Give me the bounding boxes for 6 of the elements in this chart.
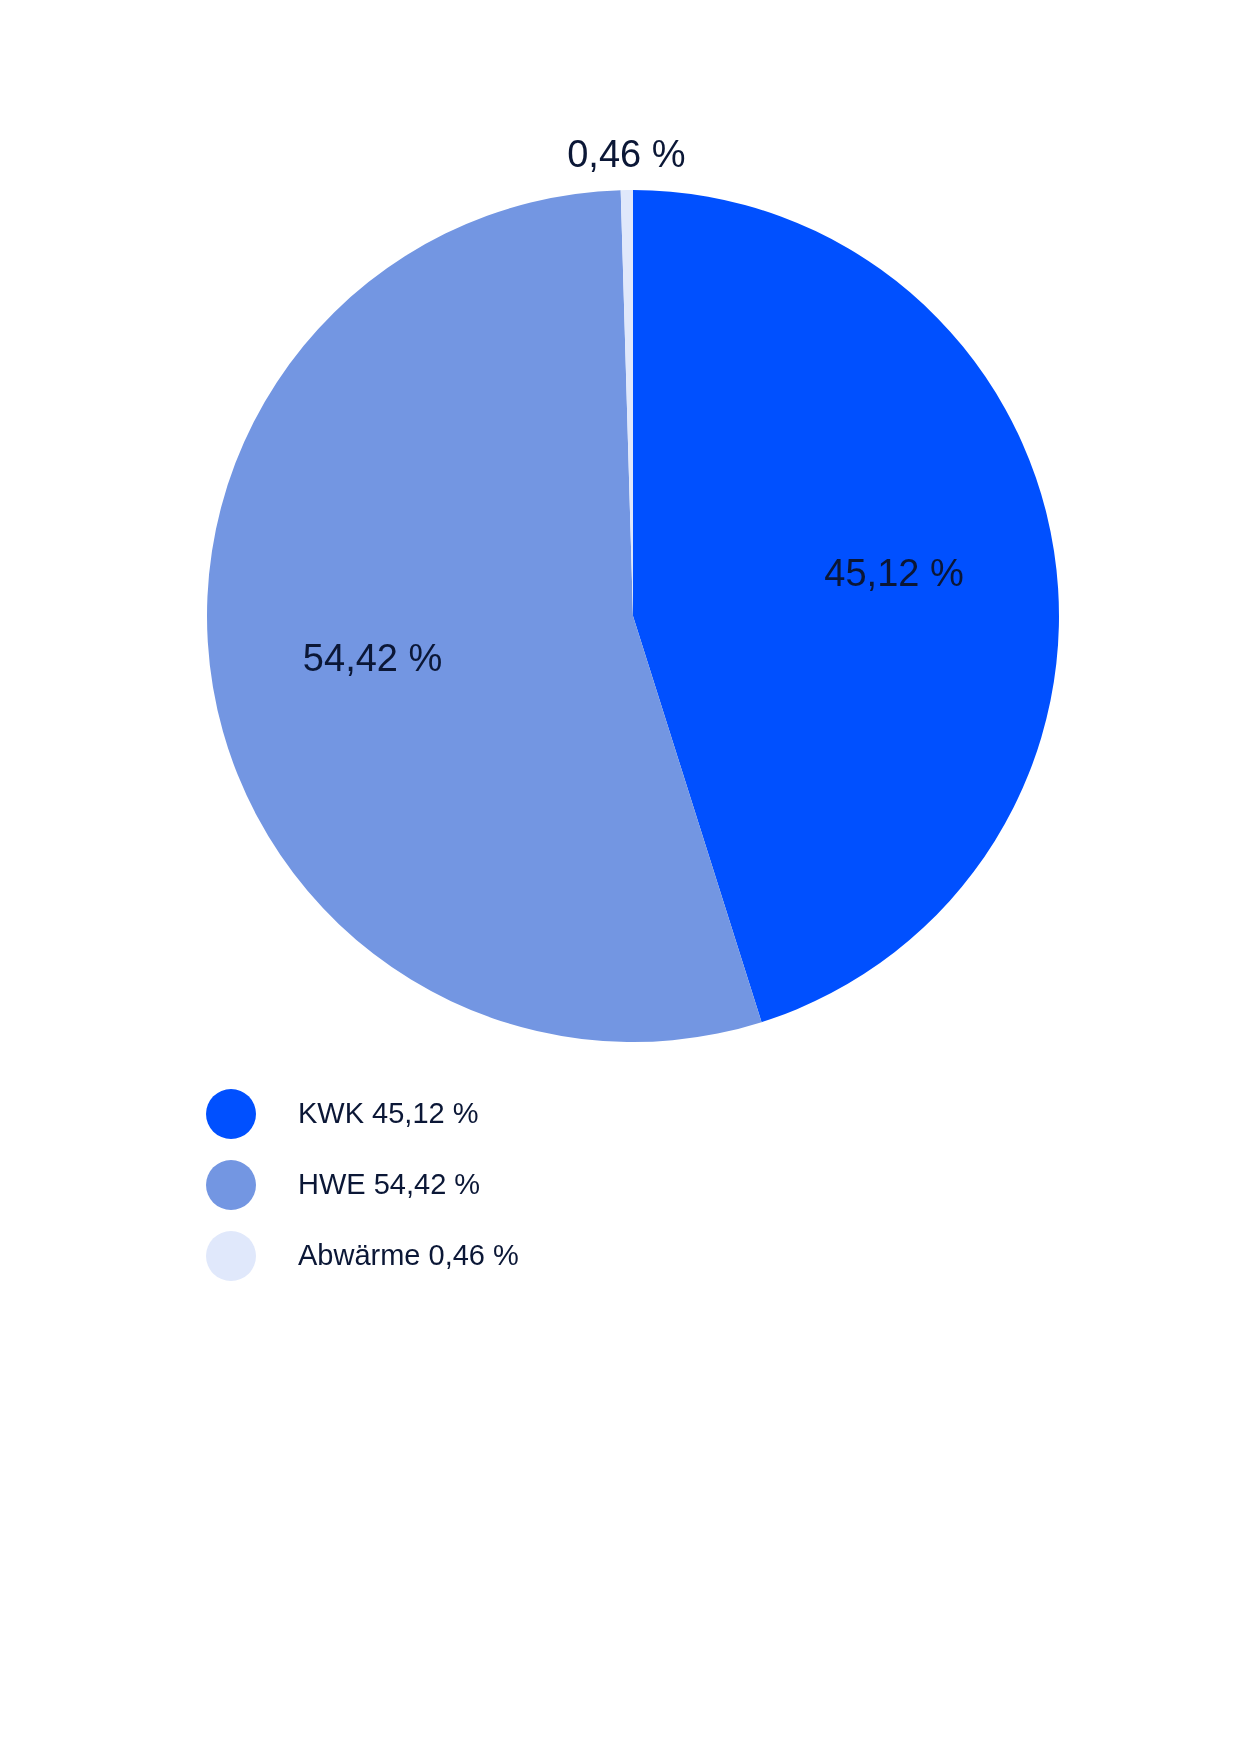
legend-label: Abwärme 0,46 % bbox=[298, 1239, 519, 1272]
legend-label: HWE 54,42 % bbox=[298, 1168, 481, 1201]
data-label: 54,42 % bbox=[302, 636, 443, 679]
legend-label: KWK 45,12 % bbox=[298, 1097, 479, 1130]
data-label: 0,46 % bbox=[567, 132, 686, 175]
data-label: 45,12 % bbox=[824, 552, 964, 595]
